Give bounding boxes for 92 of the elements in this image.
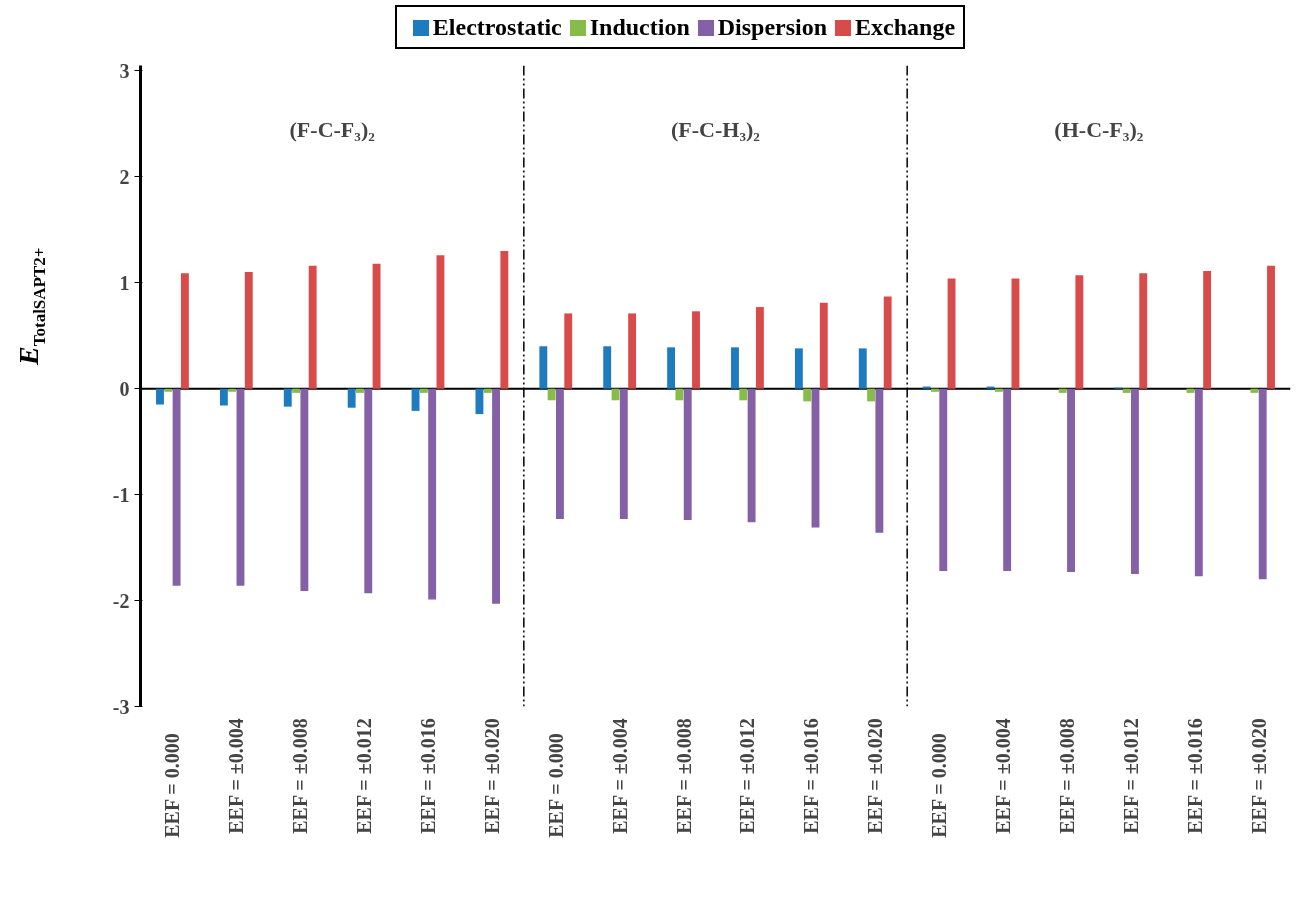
legend-label: Exchange — [855, 14, 956, 40]
bar — [683, 388, 692, 521]
annotation: (F-C-H₃)₂ — [671, 116, 761, 142]
y-tick-label: 2 — [119, 165, 130, 188]
bar — [755, 307, 764, 389]
bar — [244, 272, 253, 389]
x-tick-label: EEF = ±0.008 — [289, 718, 312, 834]
bar — [675, 388, 684, 401]
x-tick-label: EEF = ±0.020 — [1247, 718, 1270, 834]
legend-label: Induction — [589, 14, 690, 40]
bar — [1267, 265, 1275, 389]
bar — [364, 388, 373, 594]
bar — [547, 388, 556, 401]
x-tick-label: EEF = 0.000 — [161, 733, 184, 838]
legend-label: Dispersion — [717, 14, 828, 40]
bar — [172, 388, 181, 586]
bar — [356, 388, 364, 393]
bar — [492, 388, 500, 604]
bar — [819, 302, 828, 389]
bar — [1130, 388, 1139, 575]
bar — [603, 346, 612, 389]
bar — [619, 388, 628, 519]
bar — [372, 263, 381, 389]
bar — [628, 313, 637, 389]
x-tick-label: EEF = ±0.004 — [608, 718, 631, 834]
bar — [1058, 388, 1067, 393]
x-tick-label: EEF = ±0.012 — [736, 718, 759, 834]
bar — [1203, 271, 1212, 389]
bar — [883, 296, 892, 389]
bar — [1194, 388, 1203, 577]
legend-label: Electrostatic — [432, 14, 562, 40]
bar — [739, 388, 748, 401]
bar — [156, 388, 164, 405]
x-tick-label: EEF = 0.000 — [544, 733, 567, 838]
bar — [428, 388, 437, 600]
x-tick-label: EEF = 0.000 — [928, 733, 951, 838]
y-tick-label: 1 — [119, 271, 130, 294]
bar — [283, 388, 292, 407]
bar — [947, 278, 956, 389]
bar — [1003, 388, 1012, 571]
bar — [219, 388, 228, 406]
x-tick-label: EEF = ±0.020 — [864, 718, 887, 834]
x-tick-label: EEF = ±0.008 — [1055, 718, 1078, 834]
bar — [867, 388, 876, 402]
y-tick-label: 0 — [119, 377, 130, 400]
bar — [922, 386, 931, 389]
bar — [875, 388, 884, 533]
bar — [164, 388, 173, 392]
bar — [564, 313, 573, 389]
x-tick-label: EEF = ±0.016 — [800, 718, 823, 834]
annotation: (H-C-F₃)₂ — [1054, 116, 1144, 142]
bar — [539, 346, 548, 389]
bar — [300, 388, 309, 592]
x-tick-label: EEF = ±0.004 — [225, 718, 248, 834]
bar — [1139, 273, 1148, 389]
x-tick-label: EEF = ±0.004 — [992, 718, 1014, 834]
bar — [692, 311, 700, 389]
bar — [858, 348, 867, 389]
bar — [939, 388, 948, 571]
x-tick-label: EEF = ±0.012 — [1119, 718, 1142, 834]
y-tick-label: -3 — [112, 695, 130, 718]
bar — [419, 388, 428, 393]
bar — [475, 388, 484, 415]
bar — [180, 273, 189, 389]
bar — [667, 347, 676, 389]
y-tick-label: -1 — [112, 483, 130, 506]
bar — [1258, 388, 1267, 580]
x-tick-label: EEF = ±0.008 — [672, 718, 695, 834]
x-tick-label: EEF = ±0.016 — [1183, 718, 1206, 834]
bar — [483, 388, 492, 393]
bar — [1122, 388, 1131, 393]
bar — [555, 388, 564, 519]
y-tick-label: -2 — [112, 589, 130, 612]
bar — [500, 250, 509, 389]
x-tick-label: EEF = ±0.012 — [353, 718, 376, 834]
bar — [1250, 388, 1259, 393]
y-tick-label: 3 — [119, 59, 130, 82]
bar — [292, 388, 301, 393]
bar — [1067, 388, 1075, 572]
bar — [1075, 275, 1084, 389]
bar — [308, 265, 317, 389]
x-tick-label: EEF = ±0.020 — [480, 718, 503, 834]
bar — [347, 388, 356, 408]
bar — [803, 388, 812, 402]
bar — [747, 388, 756, 523]
annotation: (F-C-F₃)₂ — [289, 116, 376, 142]
bar — [994, 388, 1003, 392]
x-tick-label: EEF = ±0.016 — [417, 718, 439, 834]
bar — [931, 388, 939, 392]
bar — [794, 348, 803, 389]
bar — [228, 388, 237, 392]
bar — [731, 347, 739, 389]
